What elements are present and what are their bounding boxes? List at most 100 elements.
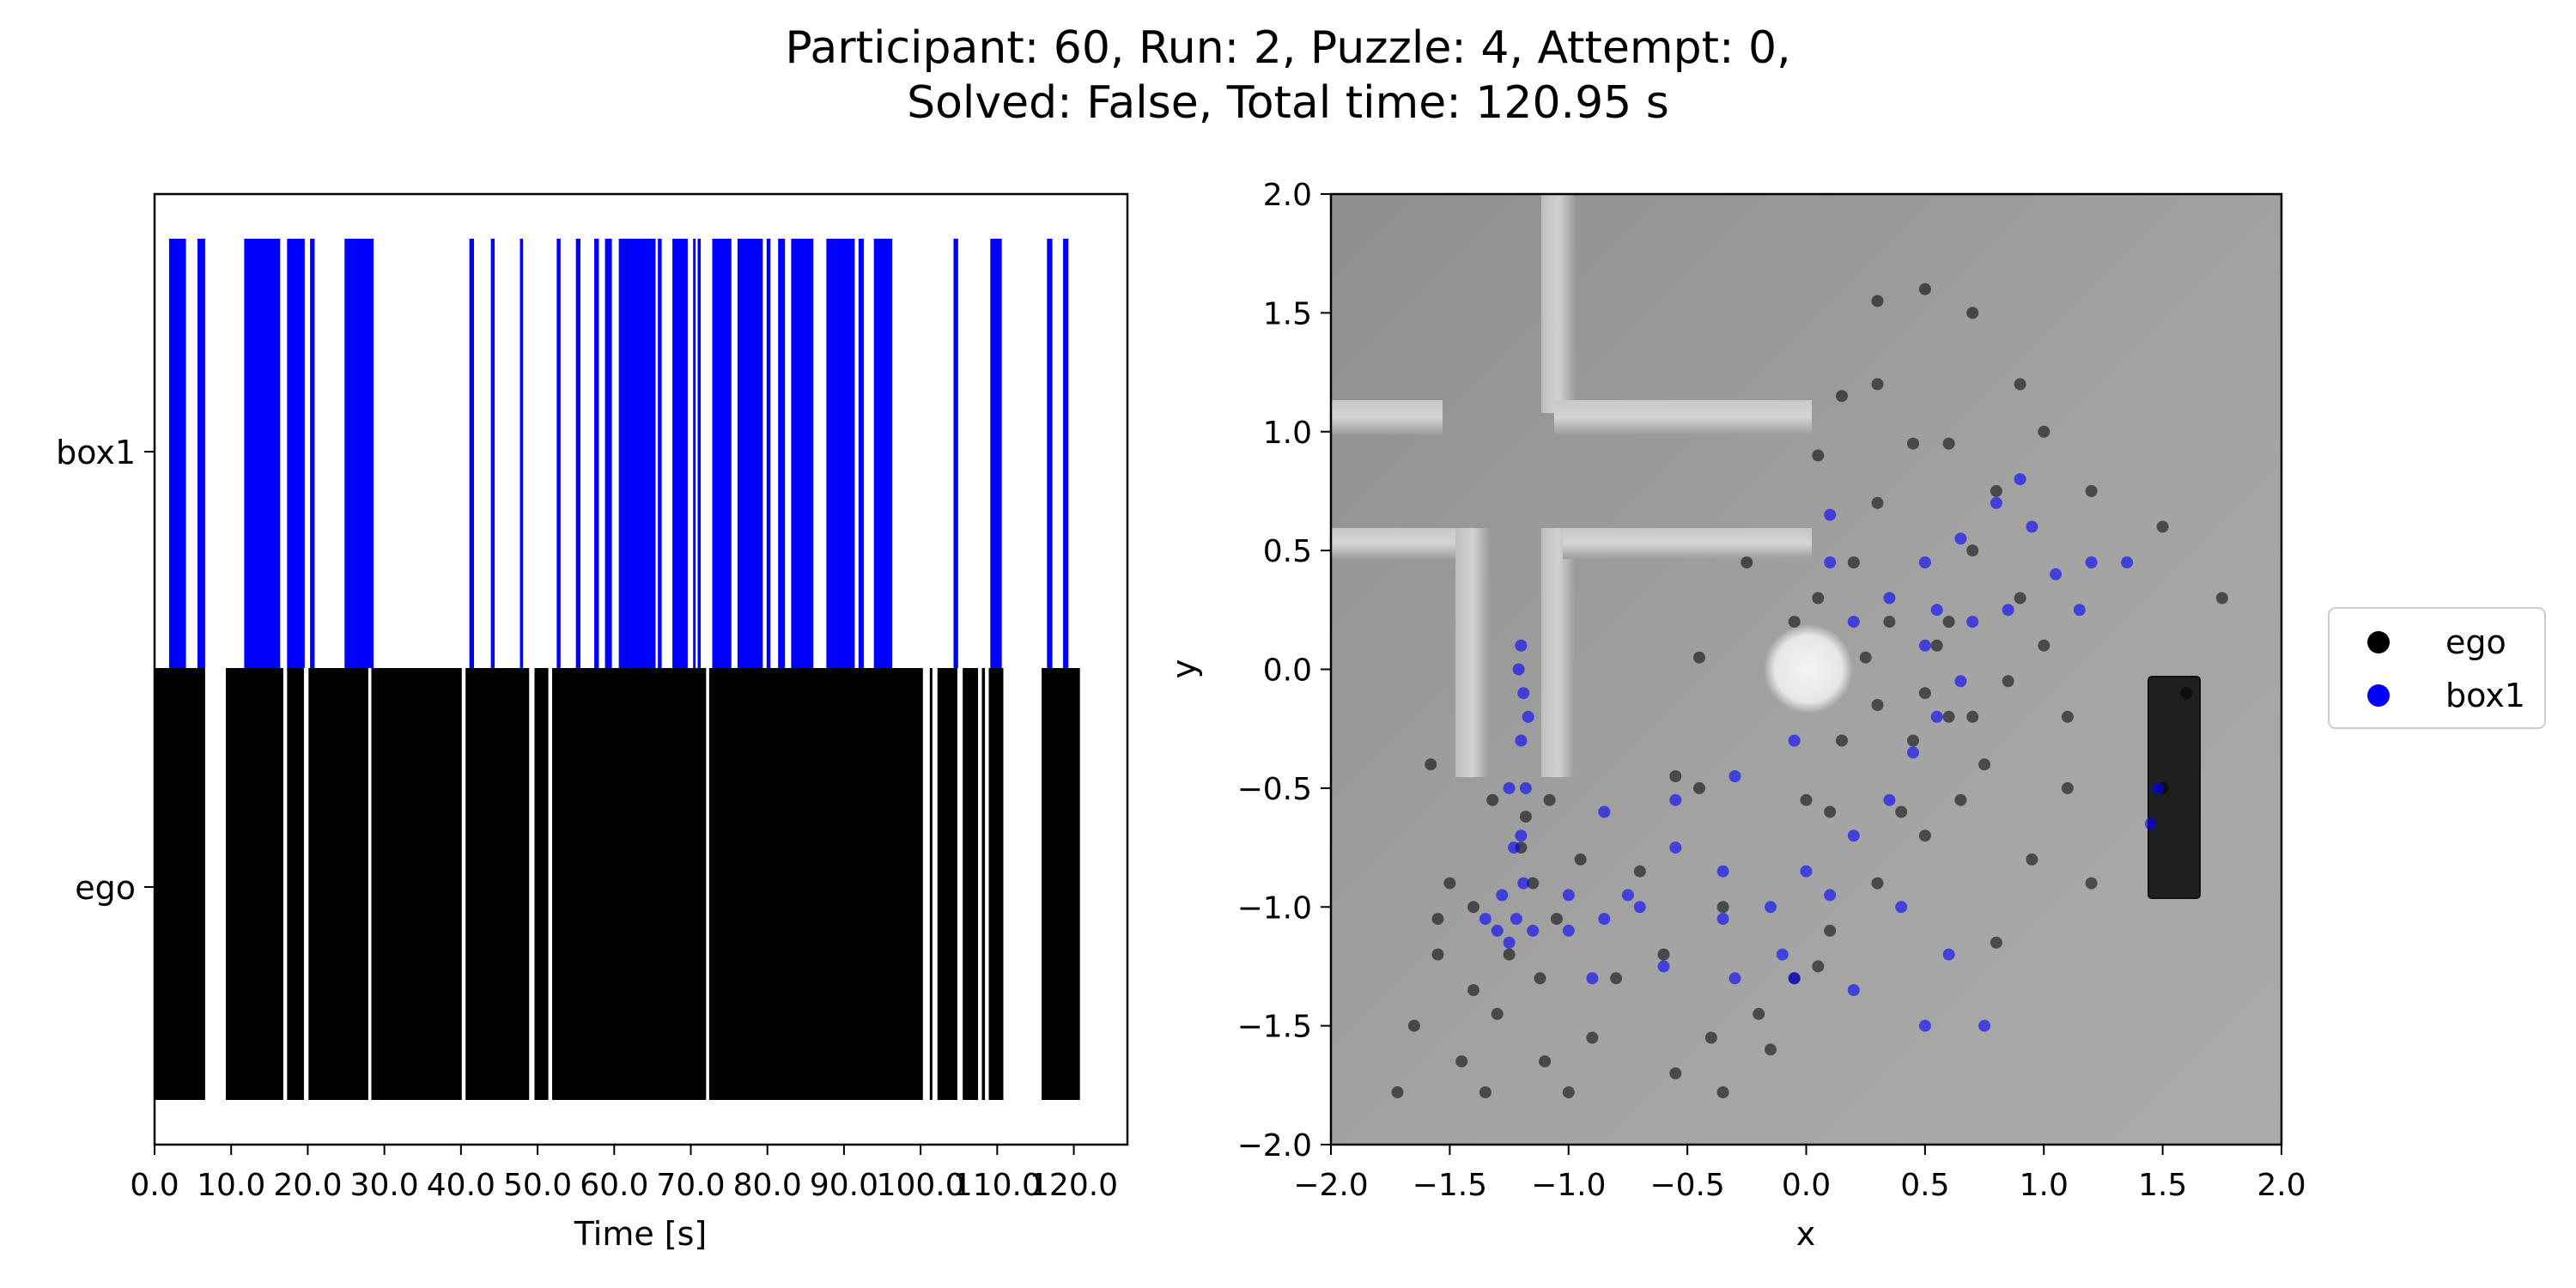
timeline-bar-box1 [672,239,688,668]
scatter-point-ego [1431,948,1444,961]
scatter-point-box1 [1522,710,1534,723]
scatter-point-ego [1918,829,1931,842]
goal-marker [1764,624,1853,714]
scatter-point-ego [1812,592,1825,605]
timeline-bar-box1 [244,239,281,668]
scatter-x-tick-label: 1.5 [2138,1168,2187,1203]
scatter-point-ego [1954,793,1967,806]
timeline-x-tick-label: 70.0 [656,1168,725,1203]
timeline-x-ticks: 0.0 10.0 20.0 30.0 40.0 50.0 60.0 70.0 80.0 90.01… [130,1145,1118,1203]
timeline-bar-box1 [594,239,599,668]
scatter-x-tick-label: −1.0 [1531,1168,1606,1203]
timeline-x-tick-label: 0.0 [130,1168,179,1203]
target-box [2148,676,2201,899]
scatter-point-box1 [1930,604,1943,617]
scatter-point-box1 [1598,913,1611,926]
timeline-bar-ego [1042,668,1080,1100]
scatter-point-box1 [2026,520,2038,533]
wall-segment [1541,194,1576,413]
scatter-point-ego [1443,877,1456,890]
timeline-bars [155,239,1080,1100]
scatter-point-box1 [1586,972,1599,985]
legend-label-ego: ego [2445,623,2506,661]
scatter-point-ego [1836,734,1848,747]
scatter-point-box1 [1824,889,1837,902]
timeline-bar-ego [287,668,304,1100]
scatter-point-ego [1407,1019,1420,1032]
scatter-point-ego [1527,877,1540,890]
scatter-x-axis-label: x [1796,1215,1816,1253]
legend-marker-box1 [2367,684,2390,707]
scatter-point-ego [1479,1086,1492,1099]
timeline-bar-box1 [990,239,1002,668]
legend-label-box1: box1 [2445,677,2525,714]
scatter-point-ego [1716,1086,1729,1099]
timeline-x-tick-label: 80.0 [733,1168,802,1203]
scatter-point-ego [1990,484,2002,497]
scatter-point-ego [1966,307,1979,319]
timeline-category-box1: box1 [56,434,136,471]
figure-title-line-2: Solved: False, Total time: 120.95 s [907,77,1669,129]
scatter-point-box1 [2002,604,2014,617]
scatter-point-ego [1550,913,1563,926]
scatter-point-ego [2014,378,2026,391]
scatter-point-ego [1455,1055,1468,1068]
scatter-point-ego [1693,651,1705,664]
scatter-point-ego [1990,936,2002,949]
timeline-bar-ego [552,668,707,1100]
timeline-bar-box1 [469,239,475,668]
scatter-point-box1 [1479,913,1492,926]
timeline-x-tick-label: 20.0 [273,1168,342,1203]
scatter-y-tick-label: 2.0 [1263,178,1312,213]
timeline-bar-box1 [1047,239,1053,668]
scatter-point-box1 [1918,556,1931,568]
scatter-point-box1 [1562,889,1575,902]
scatter-point-ego [1788,616,1801,629]
timeline-bar-ego [929,668,933,1100]
scatter-x-tick-label: −2.0 [1293,1168,1368,1203]
scatter-point-box1 [1515,734,1528,747]
figure-title-line-1: Participant: 60, Run: 2, Puzzle: 4, Atte… [785,22,1791,74]
trajectory-panel: −2.0 −1.5 −1.0 −0.5 0.0 0.5 1.0 1.5 2.0 −2.0 −1.5… [1165,178,2546,1253]
scatter-point-ego [1391,1086,1404,1099]
scatter-point-box1 [1517,687,1530,700]
scatter-point-ego [1871,877,1884,890]
timeline-bar-ego [155,668,205,1100]
scatter-point-ego [1800,793,1813,806]
scatter-point-box1 [1942,948,1955,961]
scatter-point-ego [1534,972,1546,985]
wall-segment [1563,528,1812,559]
timeline-x-tick-label: 100.0 [877,1168,965,1203]
scatter-point-ego [1942,437,1955,450]
timeline-bar-box1 [658,239,662,668]
scatter-point-ego [1824,924,1837,937]
scatter-point-box1 [2085,556,2098,568]
scatter-point-box1 [1883,793,1896,806]
scatter-point-box1 [1515,829,1528,842]
scatter-point-box1 [1788,734,1801,747]
timeline-bar-ego [708,668,923,1100]
timeline-bar-box1 [766,239,771,668]
timeline-bar-box1 [712,239,732,668]
scatter-point-box1 [1895,901,1908,914]
wall-segment [1554,400,1812,434]
scatter-point-box1 [1883,592,1896,605]
timeline-bar-box1 [873,239,893,668]
scatter-y-tick-label: 0.5 [1263,534,1312,569]
scatter-point-ego [2215,592,2228,605]
scatter-point-ego [2002,675,2014,688]
scatter-point-ego [2085,484,2098,497]
timeline-bar-box1 [575,239,581,668]
scatter-point-ego [2085,877,2098,890]
timeline-bar-box1 [556,239,561,668]
scatter-point-ego [1610,972,1623,985]
scatter-y-tick-label: 1.5 [1263,296,1312,331]
scatter-x-tick-label: −1.5 [1413,1168,1487,1203]
scatter-point-box1 [1847,829,1860,842]
scatter-point-ego [1942,710,1955,723]
scatter-point-ego [1942,616,1955,629]
scatter-point-box1 [2121,556,2134,568]
scatter-point-ego [1467,984,1479,997]
timeline-bar-ego [308,668,368,1100]
